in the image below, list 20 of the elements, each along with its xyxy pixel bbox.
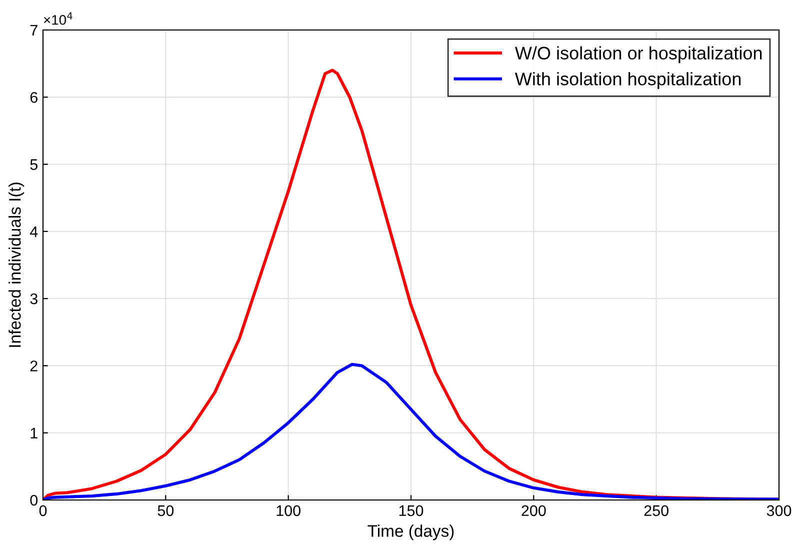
legend-label: W/O isolation or hospitalization	[514, 46, 762, 64]
y-tick-label: 3	[30, 293, 38, 304]
y-tick-label: 4	[30, 226, 38, 237]
legend-label: With isolation hospitalization	[514, 72, 741, 89]
x-tick-label: 0	[39, 505, 47, 516]
x-axis-title: Time (days)	[368, 524, 454, 540]
y-tick-label: 1	[30, 428, 38, 438]
x-tick-label: 150	[399, 505, 424, 516]
x-tick-label: 50	[158, 505, 174, 516]
x-tick-label: 300	[766, 505, 792, 516]
y-tick-label: 6	[30, 92, 38, 103]
x-tick-label: 100	[276, 505, 300, 516]
y-tick-label: 0	[30, 494, 38, 506]
y-axis-title: Infected individuals I(t)	[8, 182, 24, 347]
y-tick-label: 5	[30, 159, 38, 170]
text: ×10$^{4}$	[44, 12, 72, 25]
y-tick-label: 2	[30, 360, 38, 372]
y-tick-label: 7	[30, 25, 38, 36]
x-tick-label: 250	[644, 505, 668, 516]
x-tick-label: 200	[522, 505, 546, 516]
